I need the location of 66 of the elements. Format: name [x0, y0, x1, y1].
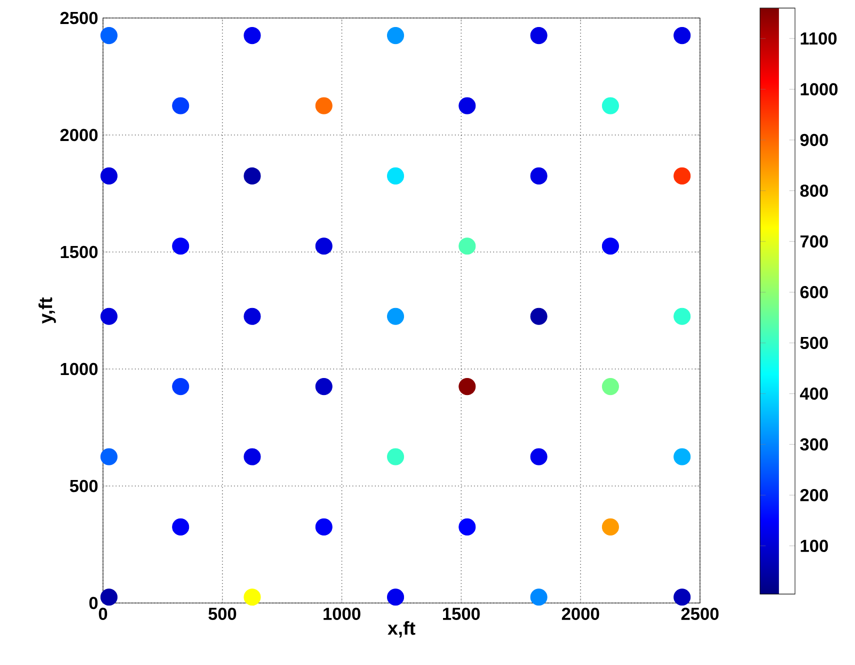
y-tick-label: 1500 [60, 246, 98, 258]
point [387, 448, 404, 466]
y-tick-label: 500 [70, 480, 98, 492]
point [530, 167, 548, 184]
point [458, 378, 476, 396]
color-bar-label: 900 [800, 134, 828, 146]
point [458, 238, 476, 255]
x-tick-label: 2000 [562, 608, 600, 620]
point [530, 308, 548, 325]
point [315, 518, 332, 536]
point [315, 378, 332, 396]
color-bar-label: 700 [800, 235, 828, 248]
point [100, 308, 118, 325]
point [100, 27, 118, 44]
point [244, 448, 261, 466]
color-bar-label: 200 [800, 488, 828, 502]
x-tick-label: 0 [98, 608, 108, 620]
y-tick-label: 2500 [60, 12, 98, 24]
y-tick-label: 1000 [60, 362, 98, 376]
point [674, 167, 691, 184]
point [244, 27, 261, 44]
point [530, 588, 548, 606]
point [674, 27, 691, 44]
point [244, 167, 261, 184]
point [458, 97, 476, 114]
point [387, 27, 404, 44]
x-tick-label: 2500 [681, 608, 719, 620]
point [172, 518, 190, 536]
point [602, 97, 619, 114]
x-axis-title: x,ft [388, 621, 416, 638]
y-tick-label: 0 [89, 596, 98, 610]
point [100, 588, 118, 606]
color-bar-label: 1100 [800, 32, 837, 45]
point [100, 448, 118, 466]
point [530, 448, 548, 466]
point [172, 238, 190, 255]
y-tick-label: 2000 [60, 128, 98, 142]
color-bar-label: 100 [800, 540, 828, 552]
point [387, 167, 404, 184]
point [172, 378, 190, 396]
point [315, 97, 332, 114]
color-bar-label: 600 [800, 286, 828, 298]
point [387, 308, 404, 325]
point [674, 588, 691, 606]
point [458, 518, 476, 536]
point [387, 588, 404, 606]
color-bar-label: 1000 [800, 83, 838, 96]
color-bar-label: 300 [800, 438, 828, 451]
point [530, 27, 548, 44]
point [172, 97, 190, 114]
color-bar-label: 500 [800, 336, 828, 350]
x-tick-label: 1000 [324, 608, 360, 620]
point [100, 167, 118, 184]
color-bar-label: 800 [800, 184, 828, 197]
point [315, 238, 332, 255]
x-tick-label: 1500 [443, 608, 480, 620]
color-bar-label: 400 [800, 388, 828, 400]
point [674, 308, 691, 325]
point [244, 588, 261, 606]
point [602, 238, 619, 255]
x-tick-label: 500 [208, 608, 236, 620]
point [244, 308, 261, 325]
point [674, 448, 691, 466]
y-axis-title: y,ft [38, 297, 56, 324]
point [602, 518, 619, 536]
point [602, 378, 619, 396]
